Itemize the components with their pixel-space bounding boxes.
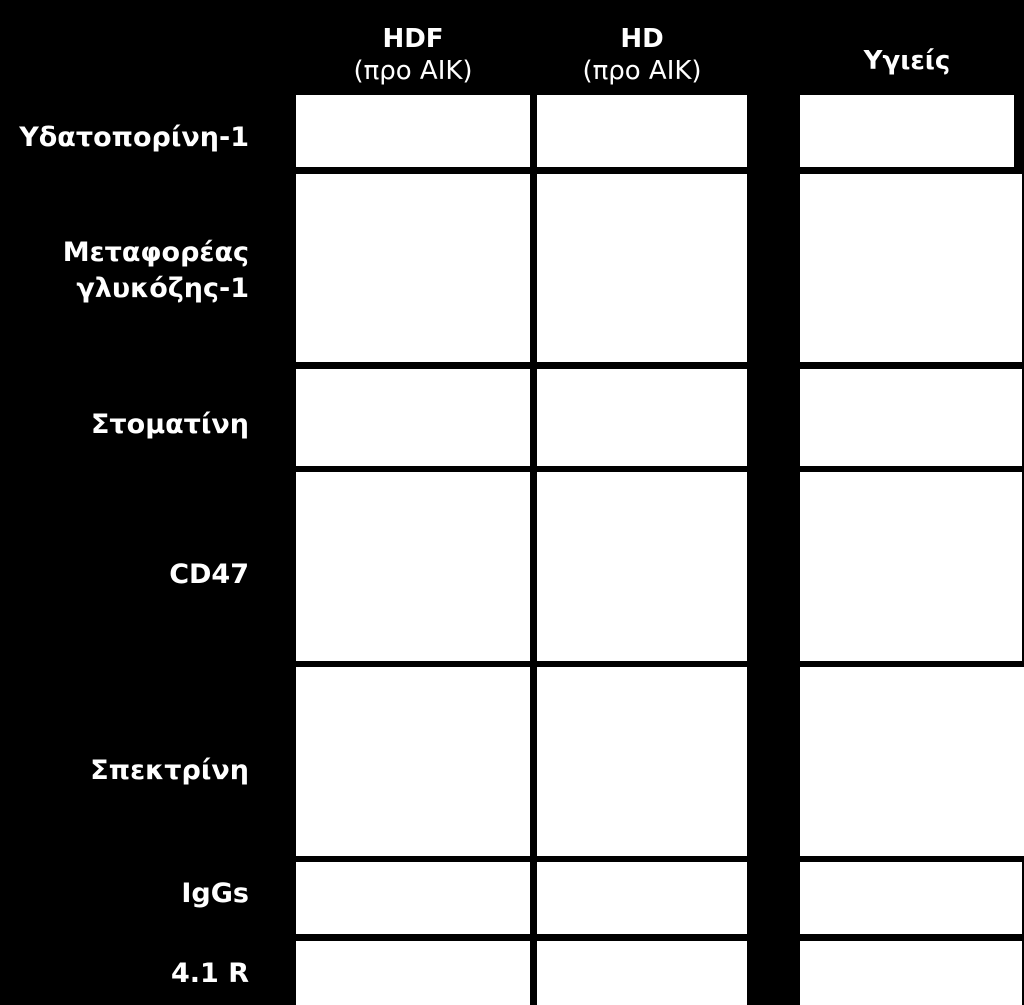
blot-cell-stomatin-hdf xyxy=(296,369,530,466)
column-header-title: HDF xyxy=(382,24,444,54)
row-label-cd47: CD47 xyxy=(169,559,249,590)
column-header-subtitle: (προ ΑΙΚ) xyxy=(582,56,702,86)
row-label-aquaporin-1: Υδατοπορίνη-1 xyxy=(19,122,249,153)
blot-cell-spectrin-healthy xyxy=(800,667,1024,856)
column-header-hdf: HDF (προ ΑΙΚ) xyxy=(296,22,530,86)
blot-cell-glucose-transporter-1-healthy xyxy=(800,174,1022,362)
blot-cell-stomatin-hd xyxy=(537,369,747,466)
blot-cell-iggs-hd xyxy=(537,862,747,934)
blot-cell-cd47-hdf xyxy=(296,472,530,661)
blot-cell-glucose-transporter-1-hd xyxy=(537,174,747,362)
column-header-hd: HD (προ ΑΙΚ) xyxy=(537,22,747,86)
blot-cell-iggs-healthy xyxy=(800,862,1022,934)
blot-cell-iggs-hdf xyxy=(296,862,530,934)
column-header-title: Υγιείς xyxy=(863,46,951,76)
blot-cell-stomatin-healthy xyxy=(800,369,1022,466)
row-label-stomatin: Στοματίνη xyxy=(90,409,249,440)
row-label-spectrin: Σπεκτρίνη xyxy=(90,755,249,786)
blot-cell-glucose-transporter-1-hdf xyxy=(296,174,530,362)
blot-cell-aquaporin-1-hd xyxy=(537,95,747,167)
blot-cell-4-1-r-hdf xyxy=(296,941,530,1005)
blot-cell-4-1-r-healthy xyxy=(800,941,1022,1005)
blot-cell-aquaporin-1-healthy xyxy=(800,95,1014,167)
row-label-iggs: IgGs xyxy=(181,878,249,909)
row-label-4-1-r: 4.1 R xyxy=(170,958,249,989)
blot-cell-spectrin-hd xyxy=(537,667,747,856)
column-header-healthy: Υγιείς xyxy=(800,44,1014,78)
row-label-glucose-transporter-1: Μεταφορέας γλυκόζης-1 xyxy=(62,237,249,304)
column-header-title: HD xyxy=(620,24,664,54)
column-header-subtitle: (προ ΑΙΚ) xyxy=(353,56,473,86)
blot-cell-spectrin-hdf xyxy=(296,667,530,856)
blot-cell-cd47-healthy xyxy=(800,472,1022,661)
blot-cell-cd47-hd xyxy=(537,472,747,661)
blot-cell-4-1-r-hd xyxy=(537,941,747,1005)
blot-cell-aquaporin-1-hdf xyxy=(296,95,530,167)
